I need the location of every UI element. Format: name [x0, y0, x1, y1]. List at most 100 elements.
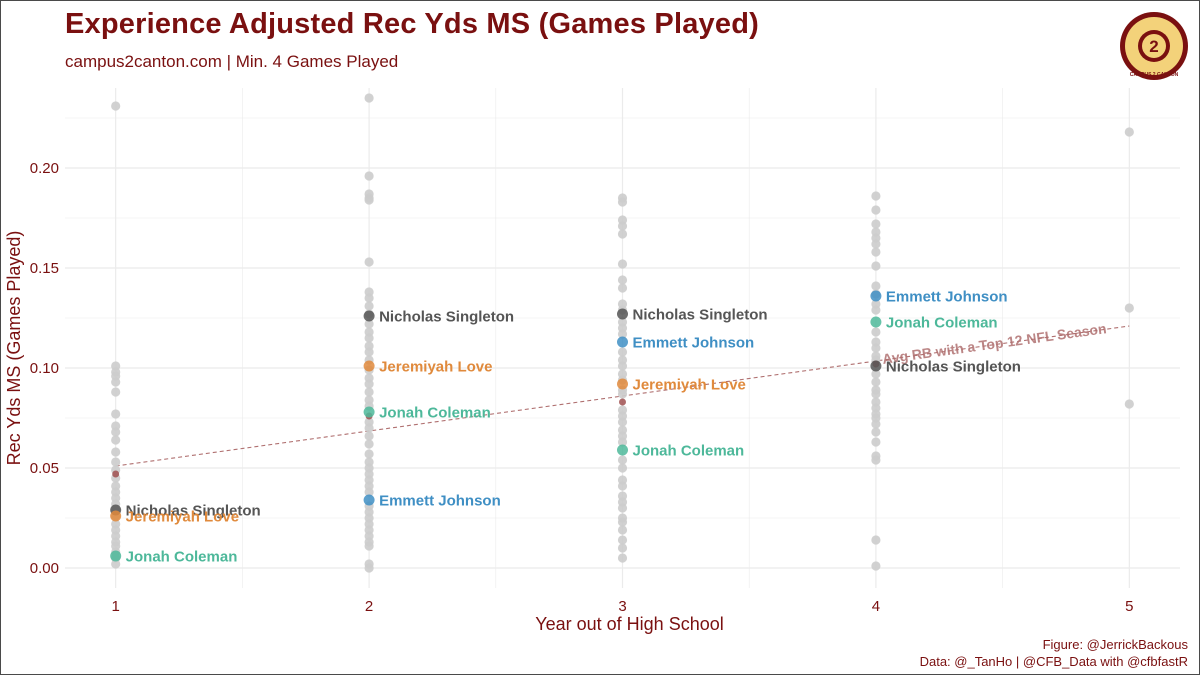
- y-tick-label: 0.00: [30, 560, 59, 577]
- player-point: [617, 444, 628, 456]
- background-point: [364, 93, 374, 103]
- player-point: [363, 310, 375, 322]
- background-point: [364, 301, 374, 311]
- background-point: [364, 333, 374, 343]
- background-point: [617, 417, 628, 427]
- player-point: [617, 308, 628, 320]
- background-point: [617, 221, 628, 231]
- background-point: [871, 247, 881, 257]
- player-label: Jonah Coleman: [886, 315, 998, 332]
- background-point: [871, 305, 881, 315]
- background-point: [617, 197, 628, 207]
- background-point: [364, 171, 374, 181]
- background-point: [617, 481, 628, 491]
- player-label: Jeremiyah Love: [126, 509, 239, 526]
- background-point: [364, 563, 374, 573]
- background-point: [364, 257, 374, 267]
- background-point: [871, 281, 881, 291]
- background-point: [617, 259, 628, 269]
- background-point: [364, 319, 374, 329]
- background-point: [111, 377, 121, 387]
- background-point: [617, 543, 628, 553]
- player-label: Jonah Coleman: [126, 549, 238, 566]
- background-point: [871, 191, 881, 201]
- y-axis-label: Rec Yds MS (Games Played): [4, 231, 24, 466]
- background-point: [871, 427, 881, 437]
- background-point: [364, 439, 374, 449]
- player-point: [110, 510, 122, 522]
- y-tick-label: 0.05: [30, 460, 59, 477]
- background-point: [111, 387, 121, 397]
- background-point: [617, 283, 628, 293]
- background-point: [364, 379, 374, 389]
- background-point: [111, 427, 121, 437]
- background-point: [871, 219, 881, 229]
- player-point: [363, 360, 375, 372]
- x-tick-label: 1: [112, 598, 120, 615]
- series-nicholas-singleton: Nicholas Singleton Nicholas Singleton Nich…: [110, 307, 1021, 520]
- background-point: [1124, 127, 1134, 137]
- background-point: [617, 347, 628, 357]
- background-point: [617, 503, 628, 513]
- background-point: [871, 455, 881, 465]
- background-point: [871, 327, 881, 337]
- caption-figure-credit: Figure: @JerrickBackous: [1042, 637, 1188, 652]
- series-emmett-johnson: Emmett Johnson Emmett Johnson Emmett Johns…: [363, 289, 1008, 510]
- x-tick-label: 4: [872, 598, 880, 615]
- background-point: [364, 195, 374, 205]
- series-jonah-coleman: Jonah Coleman Jonah Coleman Jonah Coleman J…: [110, 315, 998, 566]
- background-point: [111, 101, 121, 111]
- player-point: [110, 550, 122, 562]
- background-point: [617, 437, 628, 447]
- background-point: [871, 561, 881, 571]
- x-tick-label: 3: [618, 598, 626, 615]
- background-point: [364, 347, 374, 357]
- player-series: Nicholas Singleton Nicholas Singleton Nich…: [110, 289, 1021, 566]
- background-point: [871, 261, 881, 271]
- player-point: [617, 336, 628, 348]
- y-tick-label: 0.20: [30, 160, 59, 177]
- x-tick-label: 2: [365, 598, 373, 615]
- background-point: [871, 239, 881, 249]
- background-point: [871, 389, 881, 399]
- player-point: [870, 316, 882, 328]
- background-point: [111, 435, 121, 445]
- reference-point: [619, 398, 626, 406]
- player-point: [617, 378, 628, 390]
- background-point: [871, 419, 881, 429]
- caption-data-credit: Data: @_TanHo | @CFB_Data with @cfbfastR: [919, 654, 1188, 669]
- chart-title: Experience Adjusted Rec Yds MS (Games Pl…: [65, 8, 759, 40]
- background-point: [364, 449, 374, 459]
- background-point: [617, 535, 628, 545]
- background-point: [617, 553, 628, 563]
- chart-subtitle: campus2canton.com | Min. 4 Games Played: [65, 52, 399, 71]
- background-point: [364, 387, 374, 397]
- y-tick-label: 0.15: [30, 260, 59, 277]
- y-tick-label: 0.10: [30, 360, 59, 377]
- background-point: [617, 275, 628, 285]
- player-label: Nicholas Singleton: [633, 307, 768, 324]
- player-label: Nicholas Singleton: [379, 309, 514, 326]
- background-point: [871, 343, 881, 353]
- background-point: [111, 447, 121, 457]
- background-point: [111, 457, 121, 467]
- player-label: Emmett Johnson: [379, 493, 501, 510]
- player-label: Jeremiyah Love: [379, 359, 492, 376]
- player-label: Nicholas Singleton: [126, 503, 261, 520]
- x-tick-label: 5: [1125, 598, 1133, 615]
- background-point: [617, 361, 628, 371]
- player-label: Jonah Coleman: [379, 405, 491, 422]
- logo-text: CAMPUS 2 CANTON: [1130, 72, 1179, 78]
- background-point: [364, 487, 374, 497]
- background-point: [111, 559, 121, 569]
- axis-layer: 0.00 0.05 0.10 0.15 0.20 1 2 3 4 5 Year out of Hig…: [4, 160, 1133, 634]
- x-axis-label: Year out of High School: [535, 614, 723, 634]
- player-label: Emmett Johnson: [633, 335, 755, 352]
- player-label: Jeremiyah Love: [633, 377, 746, 394]
- player-point: [363, 494, 375, 506]
- background-point: [871, 535, 881, 545]
- background-point: [364, 293, 374, 303]
- background-point: [364, 541, 374, 551]
- background-point: [871, 205, 881, 215]
- reference-point: [112, 470, 120, 478]
